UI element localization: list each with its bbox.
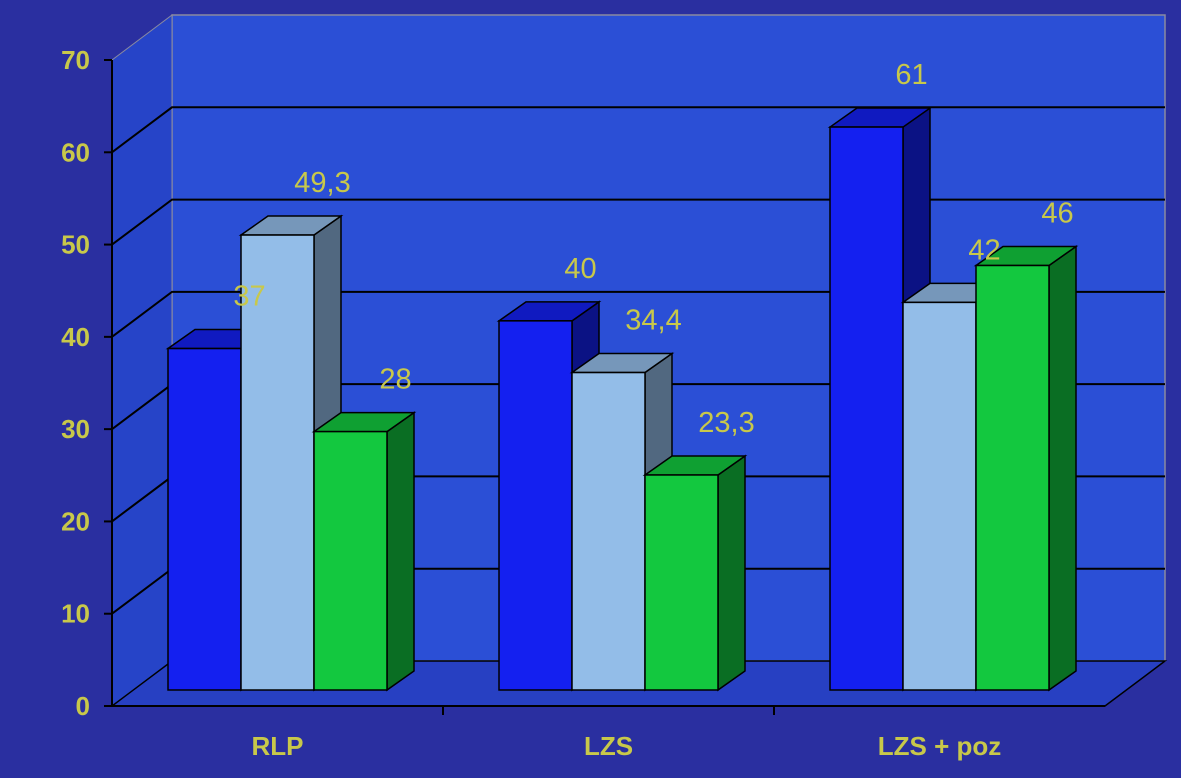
bar-side — [1048, 245, 1077, 692]
y-tick-labels: 0 10 20 30 40 50 60 70 — [61, 45, 90, 721]
bar-side — [386, 411, 415, 692]
bar-front — [975, 264, 1050, 691]
bar — [569, 352, 675, 692]
y-tick-label: 30 — [61, 414, 90, 444]
y-tick-label: 50 — [61, 230, 90, 260]
data-label: 46 — [1041, 197, 1073, 229]
x-category-label: LZS + poz — [878, 731, 1002, 761]
y-tick-label: 20 — [61, 506, 90, 536]
bar-front — [829, 126, 904, 691]
side-wall — [111, 14, 173, 707]
bar-front — [571, 371, 646, 691]
bar-front — [498, 320, 573, 691]
x-category-labels: RLP LZS LZS + poz — [252, 731, 1002, 761]
data-label: 23,3 — [698, 407, 754, 439]
data-label: 42 — [968, 234, 1000, 266]
y-tick-label: 70 — [61, 45, 90, 75]
y-tick-label: 40 — [61, 322, 90, 352]
x-category-label: RLP — [252, 731, 304, 761]
axes — [104, 59, 1105, 715]
data-labels: 37 49,3 28 40 34,4 23,3 61 42 46 — [233, 59, 1073, 439]
bar-side — [717, 454, 746, 692]
bar — [642, 454, 748, 692]
y-tick-label: 60 — [61, 137, 90, 167]
bar-front — [644, 474, 719, 691]
y-tick-label: 10 — [61, 599, 90, 629]
bar-front — [902, 301, 977, 691]
bar-front — [240, 234, 315, 691]
y-tick-label: 0 — [76, 691, 90, 721]
data-label: 37 — [233, 281, 265, 313]
gridline — [111, 106, 1165, 154]
data-label: 49,3 — [294, 167, 350, 199]
data-label: 61 — [895, 59, 927, 91]
bar — [311, 411, 417, 692]
x-category-label: LZS — [584, 731, 633, 761]
data-label: 40 — [564, 253, 596, 285]
bar-front — [167, 347, 242, 691]
bar — [973, 245, 1079, 692]
data-label: 34,4 — [625, 305, 681, 337]
data-label: 28 — [379, 364, 411, 396]
bar-front — [313, 430, 388, 691]
bars — [165, 106, 1079, 692]
